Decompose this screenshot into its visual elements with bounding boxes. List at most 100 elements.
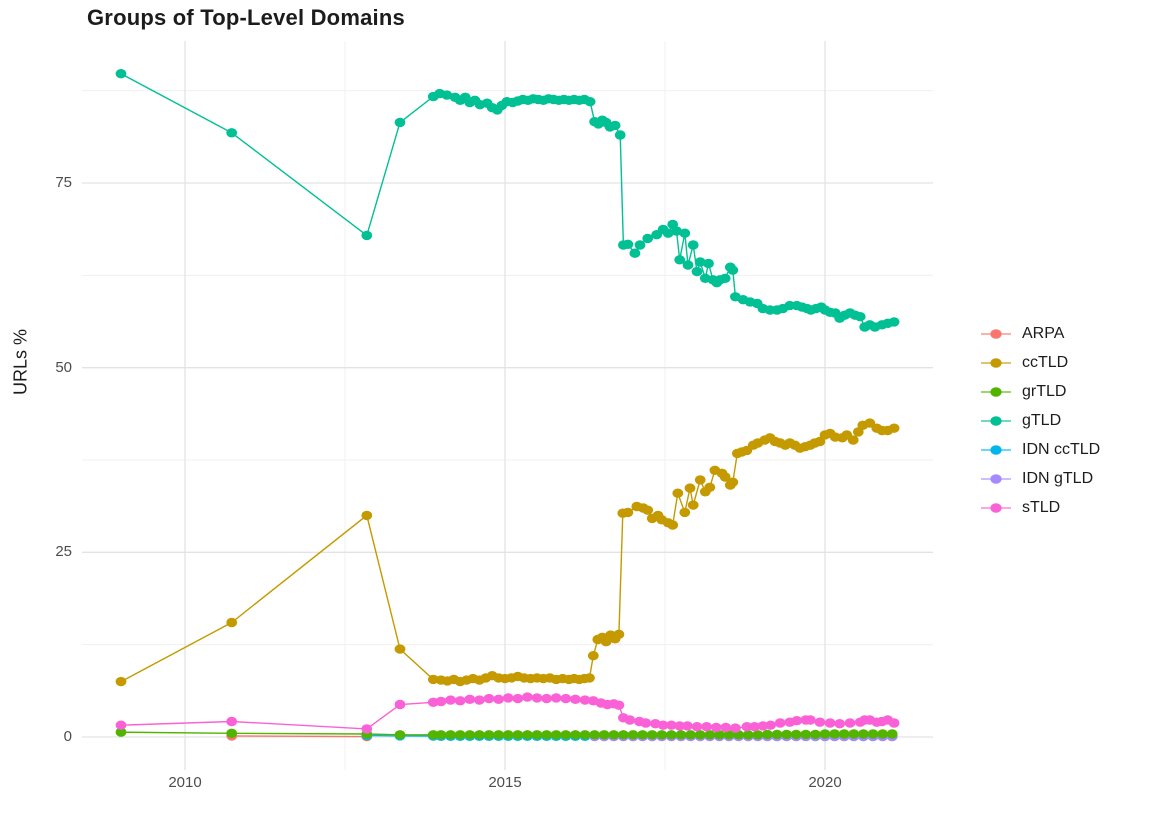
y-tick-label: 50: [55, 358, 72, 376]
data-point-gTLD: [687, 240, 699, 250]
data-point-grTLD: [819, 729, 831, 739]
data-point-gTLD: [674, 255, 686, 265]
data-point-gTLD: [727, 265, 739, 275]
data-point-grTLD: [550, 730, 562, 740]
data-point-sTLD: [435, 696, 447, 707]
data-point-gTLD: [629, 248, 641, 258]
data-point-sTLD: [624, 715, 636, 725]
data-point-sTLD: [502, 693, 514, 703]
data-point-gTLD: [614, 130, 626, 140]
data-point-grTLD: [570, 730, 581, 740]
x-tick-label: 2020: [808, 774, 842, 791]
data-point-grTLD: [608, 730, 620, 740]
x-tick-label: 2010: [168, 774, 202, 791]
legend-label: ARPA: [1022, 324, 1065, 342]
data-point-ccTLD: [584, 673, 595, 683]
legend-label: gTLD: [1022, 411, 1062, 429]
data-point-grTLD: [474, 730, 485, 740]
data-point-sTLD: [445, 695, 456, 705]
legend-item-idn-gtld: IDN gTLD: [980, 464, 1100, 493]
data-point-ccTLD: [672, 488, 684, 498]
data-point-sTLD: [361, 724, 373, 734]
data-point-ccTLD: [361, 510, 373, 521]
data-point-grTLD: [877, 729, 888, 739]
legend-key-icon: [981, 328, 1011, 339]
data-point-grTLD: [464, 730, 476, 740]
data-point-ccTLD: [613, 629, 625, 639]
data-point-sTLD: [710, 722, 722, 733]
data-point-gTLD: [662, 228, 674, 238]
data-point-sTLD: [791, 716, 803, 726]
data-point-grTLD: [656, 730, 668, 740]
data-point-gTLD: [609, 120, 621, 131]
data-point-sTLD: [550, 693, 562, 703]
data-point-sTLD: [657, 720, 669, 730]
data-point-ccTLD: [814, 436, 826, 447]
data-point-grTLD: [627, 730, 639, 740]
legend-item-idn-cctld: IDN ccTLD: [980, 435, 1100, 464]
data-point-sTLD: [613, 700, 625, 710]
legend-key-icon: [981, 473, 1011, 484]
data-point-gTLD: [584, 97, 596, 107]
legend-key-icon: [981, 357, 1011, 368]
x-tick-label: 2015: [488, 774, 522, 791]
legend-key-icon: [981, 386, 1011, 397]
data-point-grTLD: [810, 729, 821, 740]
data-point-ccTLD: [687, 500, 699, 510]
data-point-gTLD: [719, 273, 731, 283]
data-point-grTLD: [454, 730, 466, 740]
data-point-sTLD: [844, 718, 856, 728]
data-point-ccTLD: [394, 644, 406, 654]
data-point-grTLD: [723, 730, 735, 740]
data-point-sTLD: [570, 694, 581, 704]
y-tick-label: 25: [55, 543, 72, 561]
data-point-ccTLD: [667, 520, 679, 530]
data-point-grTLD: [560, 730, 572, 740]
data-point-grTLD: [704, 730, 716, 740]
data-point-grTLD: [618, 730, 629, 740]
data-point-grTLD: [589, 730, 600, 740]
data-point-grTLD: [394, 730, 406, 740]
data-point-grTLD: [427, 730, 439, 740]
data-point-sTLD: [464, 694, 476, 704]
y-tick-label: 75: [55, 173, 72, 191]
data-point-sTLD: [682, 721, 693, 731]
legend-label: sTLD: [1022, 498, 1061, 516]
data-point-sTLD: [512, 693, 524, 704]
data-point-grTLD: [445, 730, 456, 740]
data-point-gTLD: [888, 317, 900, 327]
data-point-grTLD: [522, 730, 533, 740]
data-point-grTLD: [781, 729, 792, 740]
data-point-grTLD: [541, 730, 552, 740]
data-point-grTLD: [829, 729, 840, 739]
data-point-sTLD: [804, 715, 816, 725]
data-point-grTLD: [598, 730, 610, 740]
data-point-grTLD: [762, 729, 773, 740]
legend-key-icon: [981, 444, 1011, 455]
data-point-sTLD: [522, 692, 533, 702]
data-point-sTLD: [774, 718, 786, 728]
data-point-sTLD: [579, 695, 591, 705]
data-point-grTLD: [493, 730, 504, 740]
data-point-ccTLD: [719, 472, 731, 482]
legend-item-stld: sTLD: [980, 493, 1100, 522]
chart-title: Groups of Top-Level Domains: [87, 5, 405, 30]
data-point-sTLD: [834, 719, 846, 729]
data-point-grTLD: [800, 729, 812, 740]
legend-item-gtld: gTLD: [980, 406, 1100, 435]
data-point-grTLD: [752, 730, 764, 740]
data-point-grTLD: [502, 730, 514, 740]
data-point-grTLD: [115, 727, 127, 737]
series-line-gTLD: [120, 73, 895, 328]
data-point-gTLD: [622, 239, 634, 249]
legend-label: IDN ccTLD: [1022, 440, 1101, 458]
data-point-ccTLD: [847, 435, 859, 445]
data-point-gTLD: [642, 233, 654, 244]
legend-label: grTLD: [1022, 382, 1067, 400]
data-point-grTLD: [838, 729, 850, 739]
data-point-ccTLD: [888, 423, 900, 433]
data-point-ccTLD: [704, 482, 716, 492]
data-point-sTLD: [824, 718, 836, 728]
data-point-ccTLD: [727, 477, 739, 487]
